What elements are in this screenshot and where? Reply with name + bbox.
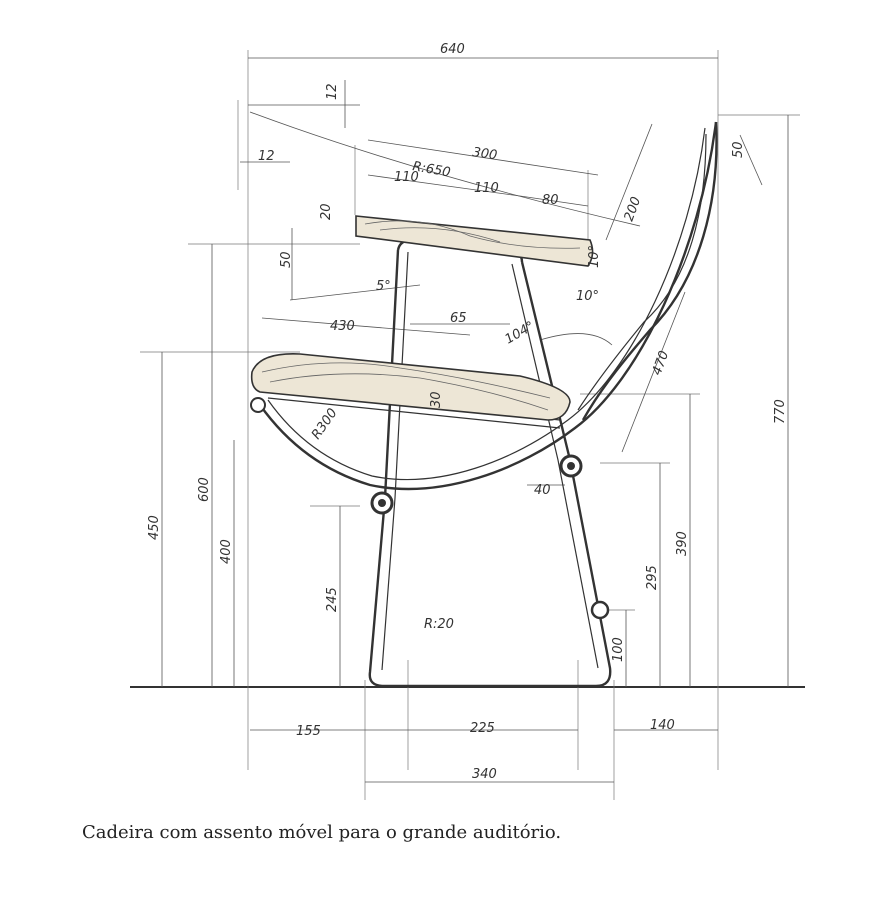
dimension-lines bbox=[161, 57, 789, 783]
dim-seat-inner: 65 bbox=[450, 311, 467, 326]
dim-arm-thickness: 20 bbox=[319, 203, 334, 220]
dim-seat-thickness: 30 bbox=[429, 391, 444, 408]
dim-base-outer: 340 bbox=[472, 767, 497, 782]
dim-pivot-height: 245 bbox=[325, 587, 340, 612]
dim-arm-seg-c: 80 bbox=[542, 193, 559, 208]
dim-seat-low: 400 bbox=[219, 539, 234, 564]
dim-radius-650: R:650 bbox=[411, 159, 451, 180]
dim-total-height: 770 bbox=[773, 399, 788, 424]
dim-rear-offset: 140 bbox=[650, 718, 675, 733]
dim-overall-width: 640 bbox=[440, 42, 465, 57]
dim-arm-seg-a: 110 bbox=[394, 170, 419, 185]
dim-arm-angle: 10° bbox=[587, 245, 602, 268]
dim-arm-seg-b: 110 bbox=[474, 181, 499, 196]
figure-caption: Cadeira com assento móvel para o grande … bbox=[82, 822, 562, 843]
dim-angle-5: 5° bbox=[376, 279, 391, 294]
dim-left-offset: 12 bbox=[258, 149, 275, 164]
pivots bbox=[250, 397, 610, 620]
dim-radius-20: R:20 bbox=[424, 617, 454, 632]
dim-arm-height: 600 bbox=[197, 477, 212, 502]
dim-radius-300: R300 bbox=[309, 406, 341, 442]
dim-front-offset: 155 bbox=[296, 724, 321, 739]
dim-foot-gap: 40 bbox=[534, 483, 551, 498]
dim-arm-gap: 50 bbox=[279, 251, 294, 268]
dim-top-offset: 12 bbox=[325, 83, 340, 100]
dim-angle-10: 10° bbox=[576, 289, 599, 304]
dim-rear-low: 295 bbox=[645, 565, 660, 590]
dim-back-length: 470 bbox=[650, 349, 673, 377]
seat bbox=[250, 353, 571, 421]
armrest bbox=[355, 215, 594, 267]
dim-arm-length: 300 bbox=[471, 145, 498, 163]
chair-frame bbox=[259, 121, 718, 688]
dim-seat-depth: 430 bbox=[330, 319, 355, 334]
dim-back-upper: 200 bbox=[622, 195, 645, 223]
radius-arcs bbox=[249, 111, 641, 346]
dim-bar-height: 100 bbox=[611, 637, 626, 662]
extension-lines bbox=[140, 50, 800, 800]
dim-back-top: 50 bbox=[731, 141, 746, 158]
dim-base-inner: 225 bbox=[470, 721, 495, 736]
dim-seat-height: 450 bbox=[147, 515, 162, 540]
dim-angle-104: 104° bbox=[503, 319, 538, 348]
dim-rear-height: 390 bbox=[675, 531, 690, 556]
